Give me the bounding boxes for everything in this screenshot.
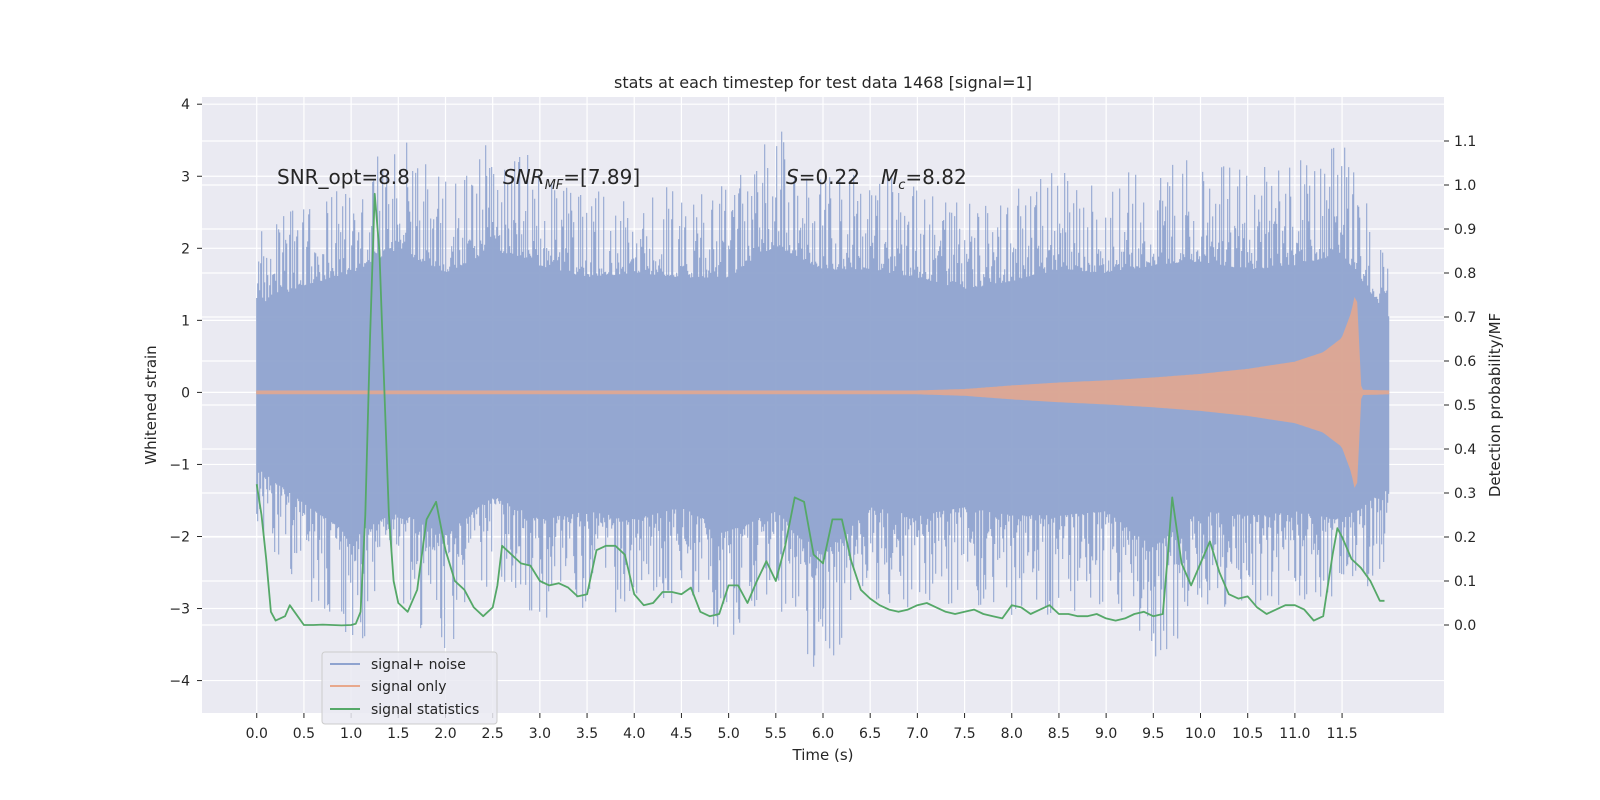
x-axis-ticks: 0.0 0.5 1.0 1.5 2.0 2.5 3.0 3.5 4.0 4.5 5.0 5.5 6.0 6… — [246, 713, 1358, 742]
x-axis-label: Time (s) — [792, 746, 854, 764]
y-left-tick-label: 2 — [181, 241, 190, 257]
annotation-snr-mf-sub: MF — [545, 178, 564, 193]
annotation-snr-mf-base: SNR — [503, 165, 545, 189]
annotation-snr-mf-value: =[7.89] — [563, 165, 640, 189]
chart-title: stats at each timestep for test data 146… — [614, 73, 1032, 92]
x-tick-label: 4.0 — [623, 726, 645, 742]
annotation-snr-opt: SNR_opt=8.8 — [277, 165, 410, 189]
series-signal-statistics — [255, 192, 1385, 627]
x-tick-label: 9.0 — [1095, 726, 1117, 742]
x-tick-label: 1.5 — [387, 726, 409, 742]
legend: signal+ noise signal only signal statist… — [321, 651, 498, 725]
y-right-tick-label: 0.3 — [1454, 486, 1476, 502]
annotation-s-number: =0.22 — [799, 165, 860, 189]
annotation-mc-value: Mc=8.82 — [881, 165, 967, 193]
y-left-tick-label: 4 — [181, 97, 190, 113]
x-tick-label: 0.0 — [246, 726, 268, 742]
y-right-tick-label: 0.1 — [1454, 574, 1476, 590]
y-left-tick-label: 1 — [181, 313, 190, 329]
x-tick-label: 4.5 — [670, 726, 692, 742]
y-right-axis-label: Detection probability/MF — [1486, 313, 1504, 497]
annotation-mc-number: =8.82 — [905, 165, 966, 189]
x-tick-label: 10.0 — [1185, 726, 1216, 742]
y-right-tick-label: 0.4 — [1454, 442, 1476, 458]
y-left-tick-label: 3 — [181, 169, 190, 185]
y-left-axis-ticks: 4 3 2 1 0 −1 −2 −3 −4 — [169, 97, 202, 690]
y-right-tick-label: 0.9 — [1454, 222, 1476, 238]
x-tick-label: 2.0 — [434, 726, 456, 742]
x-tick-label: 10.5 — [1232, 726, 1263, 742]
y-right-tick-label: 0.0 — [1454, 618, 1476, 634]
annotation-mc-sub: c — [898, 178, 905, 193]
legend-label-signal-noise: signal+ noise — [371, 657, 466, 673]
y-left-axis-label: Whitened strain — [142, 345, 160, 464]
y-right-tick-label: 1.0 — [1454, 178, 1476, 194]
signal-statistics-line — [255, 192, 1385, 627]
annotation-s-symbol: S — [786, 165, 799, 189]
x-tick-label: 3.5 — [576, 726, 598, 742]
y-right-tick-label: 0.2 — [1454, 530, 1476, 546]
signal-only-trace — [256, 296, 1390, 488]
legend-label-signal-statistics: signal statistics — [371, 702, 479, 718]
y-left-tick-label: −2 — [169, 529, 190, 545]
x-tick-label: 2.5 — [482, 726, 504, 742]
y-right-tick-label: 0.5 — [1454, 398, 1476, 414]
x-tick-label: 7.5 — [953, 726, 975, 742]
y-left-tick-label: −3 — [169, 602, 190, 618]
x-tick-label: 6.0 — [812, 726, 834, 742]
series-signal-only — [256, 296, 1390, 488]
legend-label-signal-only: signal only — [371, 679, 446, 695]
legend-box — [321, 651, 498, 725]
annotation-s-value: S=0.22 — [786, 165, 860, 189]
x-tick-label: 1.0 — [340, 726, 362, 742]
x-tick-label: 5.5 — [765, 726, 787, 742]
x-tick-label: 9.5 — [1142, 726, 1164, 742]
x-tick-label: 11.0 — [1279, 726, 1310, 742]
y-right-tick-label: 1.1 — [1454, 134, 1476, 150]
y-right-axis-ticks: 1.1 1.0 0.9 0.8 0.7 0.6 0.5 0.4 0.3 0.2 0.1 0.0 — [1444, 134, 1476, 634]
y-right-tick-label: 0.7 — [1454, 310, 1476, 326]
x-tick-label: 11.5 — [1326, 726, 1357, 742]
x-tick-label: 0.5 — [293, 726, 315, 742]
x-tick-label: 6.5 — [859, 726, 881, 742]
y-right-tick-label: 0.8 — [1454, 266, 1476, 282]
x-tick-label: 8.5 — [1048, 726, 1070, 742]
annotation-mc-symbol: M — [881, 165, 898, 189]
y-left-tick-label: 0 — [181, 385, 190, 401]
x-tick-label: 7.0 — [906, 726, 928, 742]
x-tick-label: 8.0 — [1001, 726, 1023, 742]
y-right-tick-label: 0.6 — [1454, 354, 1476, 370]
x-tick-label: 3.0 — [529, 726, 551, 742]
y-left-tick-label: −1 — [169, 457, 190, 473]
x-tick-label: 5.0 — [717, 726, 739, 742]
y-left-tick-label: −4 — [169, 674, 190, 690]
annotation-snr-mf: SNRMF=[7.89] — [503, 165, 640, 193]
